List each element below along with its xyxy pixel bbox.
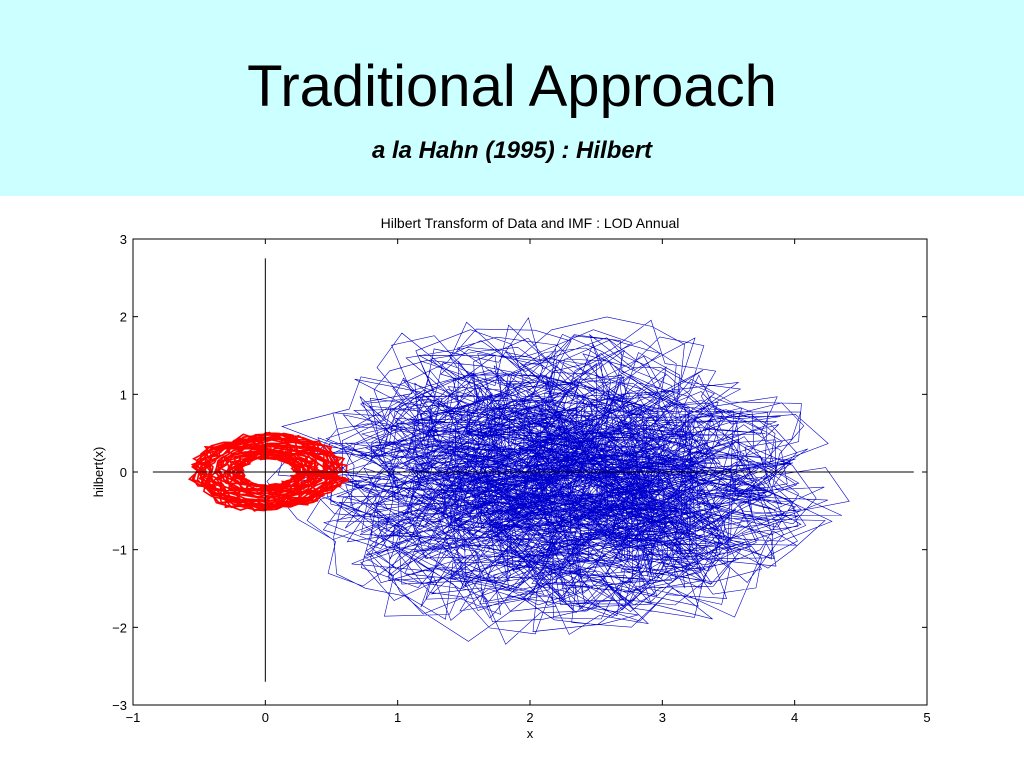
y-tick-label: 3 <box>120 232 127 247</box>
x-tick-label: 0 <box>262 710 269 725</box>
chart-title: Hilbert Transform of Data and IMF : LOD … <box>381 215 680 231</box>
slide-header: Traditional Approach a la Hahn (1995) : … <box>0 0 1024 196</box>
y-tick-label: 0 <box>120 465 127 480</box>
x-axis-title: x <box>527 726 534 741</box>
y-axis-title: hilbert(x) <box>91 447 106 498</box>
y-tick-label: −2 <box>112 620 127 635</box>
plot-area <box>187 316 850 645</box>
x-tick-label: 1 <box>394 710 401 725</box>
x-tick-label: 4 <box>791 710 798 725</box>
slide-title: Traditional Approach <box>247 54 777 119</box>
y-tick-label: −3 <box>112 698 127 713</box>
x-tick-label: 5 <box>923 710 930 725</box>
x-tick-label: 2 <box>526 710 533 725</box>
x-tick-label: 3 <box>659 710 666 725</box>
series-data-trajectory <box>266 316 850 645</box>
x-tick-label: −1 <box>126 710 141 725</box>
y-tick-label: −1 <box>112 543 127 558</box>
reference-lines <box>152 258 914 682</box>
axis-ticks: −1 0 1 2 3 4 5 −3 −2 −1 0 1 2 3 <box>112 232 930 725</box>
y-tick-label: 2 <box>120 310 127 325</box>
hilbert-phase-plot: Hilbert Transform of Data and IMF : LOD … <box>91 215 931 741</box>
y-tick-label: 1 <box>120 387 127 402</box>
slide-subtitle: a la Hahn (1995) : Hilbert <box>371 137 653 164</box>
series-imf-trajectory <box>187 431 351 512</box>
